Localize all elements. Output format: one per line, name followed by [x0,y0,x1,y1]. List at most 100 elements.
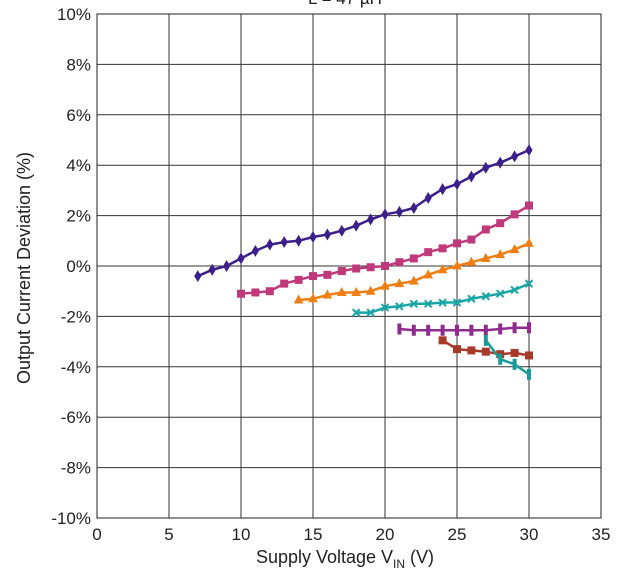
data-point [524,279,534,288]
series-4 [351,279,534,317]
series-line [484,339,530,376]
data-point [395,302,404,311]
data-point [438,298,447,307]
x-tick-label: 35 [592,525,611,544]
data-point [495,249,506,259]
data-point [411,324,416,336]
y-tick-label: 0% [66,257,91,276]
x-tick-label: 5 [164,525,173,544]
data-point [367,213,375,226]
data-point [510,348,519,357]
data-point [467,294,476,303]
data-point [498,323,503,335]
data-point [480,252,491,262]
data-point [337,267,346,276]
data-point [525,201,533,210]
data-point [453,178,461,191]
data-point [498,353,503,365]
data-point [467,235,476,244]
data-point [308,293,318,303]
data-point [366,308,375,317]
y-axis-title: Output Current Deviation (%) [14,152,34,384]
data-point [251,244,259,257]
data-point [309,231,317,243]
data-point [409,254,418,263]
data-point [352,219,360,232]
data-point [482,161,490,174]
y-tick-label: -6% [61,408,91,427]
data-point [380,303,390,312]
y-tick-label: 10% [57,5,91,24]
data-point [524,237,534,247]
data-point [510,285,519,295]
data-point [423,299,433,309]
data-point [467,170,475,183]
data-point [381,262,389,270]
data-point [509,244,520,254]
data-point [395,205,403,218]
data-point [380,280,390,290]
data-point [397,323,402,335]
series-layer [194,144,534,380]
y-tick-label: 8% [66,55,91,74]
data-point [423,269,434,279]
data-point [410,202,418,215]
data-point [323,270,332,279]
series-2 [237,201,533,298]
x-tick-label: 0 [92,525,101,544]
data-point [525,144,533,157]
data-point [293,294,304,304]
data-point [280,279,289,288]
series-7 [483,334,531,380]
data-point [437,264,448,274]
data-point [381,208,389,221]
x-tick-label: 15 [304,525,323,544]
y-tick-label: 6% [66,106,91,125]
chart-title: L = 47 µH [308,0,382,8]
data-point [351,308,361,317]
data-point [466,256,477,266]
data-point [467,346,476,355]
data-point [323,228,331,241]
data-point [469,324,474,336]
series-3 [293,237,534,304]
x-tick-labels: 0 5 10 15 20 25 30 35 [92,525,610,544]
data-point [409,299,419,309]
data-point [424,248,433,257]
data-point [510,210,519,219]
data-point [266,238,274,251]
data-point [208,263,216,276]
y-tick-label: -4% [61,358,91,377]
data-point [352,264,361,273]
data-point [453,345,461,354]
data-point [309,272,317,281]
data-point [453,239,461,248]
data-point [481,347,490,356]
data-point [527,368,531,380]
data-point [338,224,346,237]
data-point [481,225,490,234]
y-tick-label: -2% [61,307,91,326]
series-line [399,326,529,332]
data-point [237,289,245,298]
plot-frame [96,13,602,519]
x-axis-title-unit: (V) [405,547,434,567]
data-point [495,289,505,298]
series-1 [194,144,533,283]
data-point [424,191,432,204]
data-point [351,286,362,296]
data-point [483,334,488,346]
data-point [395,258,404,267]
data-point [280,236,288,249]
data-point [194,270,202,283]
data-point [438,336,447,345]
x-axis-title-main: Supply Voltage V [256,547,393,567]
data-point [440,324,445,336]
data-point [452,260,462,270]
data-point [525,351,533,360]
data-point [496,219,505,228]
data-point [455,324,459,336]
data-point [365,285,376,295]
